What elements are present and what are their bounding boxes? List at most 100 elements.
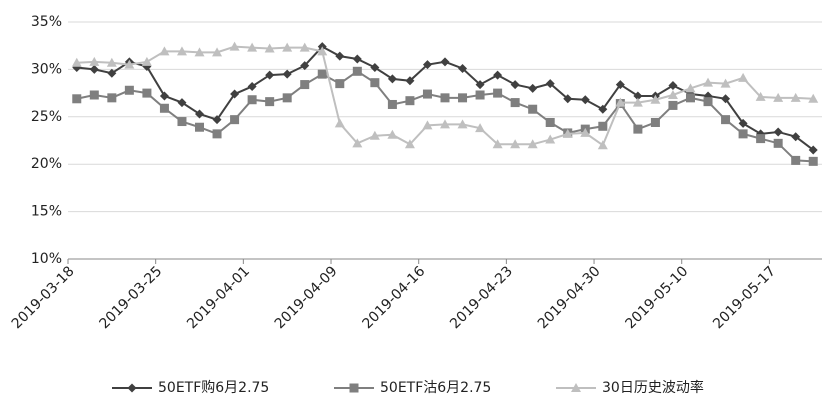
diamond-marker [282,69,292,79]
diamond-marker [721,94,731,104]
y-tick-label: 15% [31,204,62,220]
diamond-marker [212,115,222,125]
triangle-marker [334,118,345,128]
square-marker [650,117,660,127]
square-marker [510,98,520,108]
triangle-marker [106,57,117,67]
square-marker [72,94,82,104]
square-marker [528,104,538,114]
square-marker [685,93,695,103]
diamond-marker [458,63,468,73]
x-tick-label: 2019-03-18 [9,263,78,332]
triangle-marker [440,119,450,129]
legend-label: 50ETF购6月2.75 [158,380,269,396]
y-tick-label: 25% [31,109,62,125]
diamond-marker [791,132,801,142]
diamond-marker [563,94,573,104]
square-marker [335,79,345,89]
triangle-marker [580,127,591,137]
triangle-marker [387,129,398,139]
triangle-marker [475,123,486,133]
triangle-marker [264,43,275,53]
diamond-marker [72,63,82,73]
diamond-marker [230,89,240,99]
triangle-marker [492,139,503,149]
diamond-marker [387,74,397,84]
square-marker [545,117,555,127]
square-marker [142,88,152,98]
diamond-marker [352,54,362,64]
triangle-marker [571,383,581,392]
y-tick-label: 35% [31,14,62,30]
diamond-marker [510,80,520,90]
square-marker [247,95,257,105]
square-marker [598,121,608,131]
diamond-marker [738,118,748,128]
square-marker [177,117,187,127]
square-marker [195,122,205,132]
y-tick-label: 10% [31,251,62,267]
triangle-marker [738,72,749,82]
triangle-marker [194,47,205,57]
square-marker [633,124,643,134]
diamond-marker [159,91,169,101]
square-marker [440,93,450,103]
square-marker [317,69,327,79]
diamond-marker [195,109,205,119]
square-marker [265,97,275,107]
square-marker [458,93,468,103]
square-marker [721,115,731,125]
x-tick-label: 2019-05-17 [710,263,779,332]
triangle-marker [808,93,819,103]
triangle-marker [562,128,573,138]
triangle-marker [685,83,696,93]
square-marker [422,89,432,99]
square-marker [230,115,240,125]
triangle-marker [545,134,556,144]
diamond-marker [127,383,137,393]
triangle-marker [650,94,661,104]
triangle-marker [667,89,678,99]
square-marker [159,103,169,113]
triangle-marker [282,42,293,52]
square-marker [493,88,503,98]
diamond-marker [247,81,257,91]
square-marker [212,129,222,139]
triangle-marker [124,59,135,69]
square-marker [773,138,783,148]
triangle-marker [369,130,380,140]
triangle-marker [597,140,608,150]
diamond-marker [405,76,415,86]
square-marker [405,96,415,106]
triangle-marker [352,138,363,148]
triangle-marker [176,46,187,56]
legend-label: 30日历史波动率 [602,379,704,396]
diamond-marker [580,95,590,105]
triangle-marker [247,42,258,52]
diamond-marker [89,64,99,74]
square-marker [352,66,362,76]
diamond-marker [370,63,380,73]
triangle-marker [527,139,538,149]
triangle-marker [632,97,643,107]
diamond-marker [545,79,555,89]
square-marker [738,129,748,139]
x-tick-label: 2019-04-16 [360,263,429,332]
diamond-marker [475,80,485,90]
diamond-marker [598,104,608,114]
triangle-marker [229,41,240,51]
square-marker [282,93,292,103]
diamond-marker [107,68,117,78]
diamond-marker [615,80,625,90]
x-tick-label: 2019-04-30 [535,263,604,332]
diamond-marker [493,70,503,80]
square-marker [475,90,485,100]
square-marker [349,383,359,393]
x-tick-label: 2019-04-09 [272,263,341,332]
x-tick-label: 2019-04-01 [184,263,253,332]
triangle-marker [510,139,521,149]
diamond-marker [808,145,818,155]
y-tick-label: 30% [31,61,62,77]
diamond-marker [300,61,310,71]
